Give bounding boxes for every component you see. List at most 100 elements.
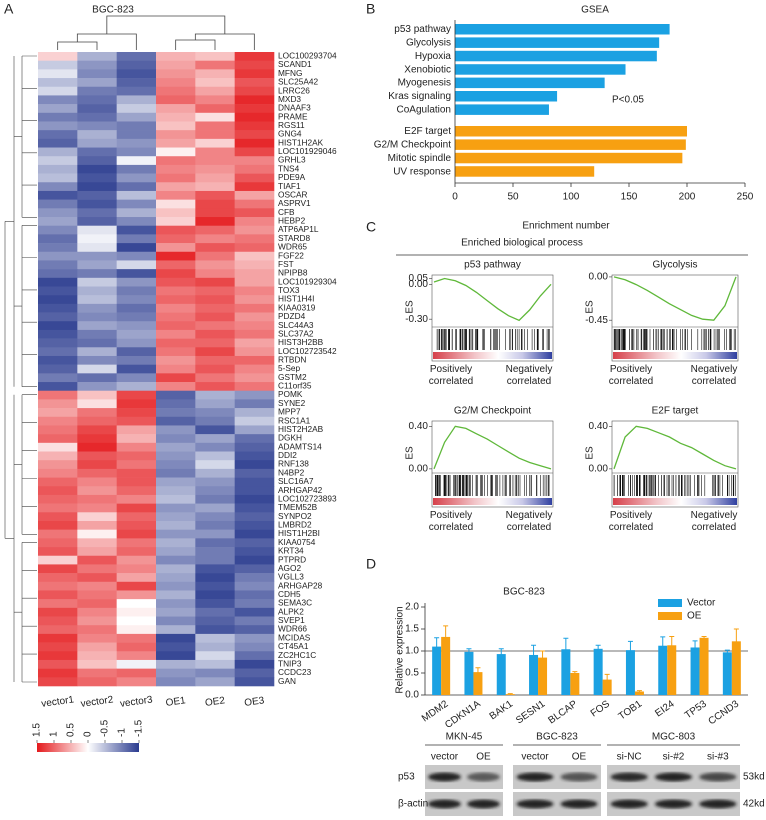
heatmap-cell [234,121,275,131]
y-tick-label: -0.30 [405,314,428,325]
heatmap-cell [195,547,235,557]
x-tick-label: 50 [507,192,519,203]
heatmap-cell [77,286,117,296]
x-tick-label: BLCAP [546,698,579,726]
heatmap-cell [234,503,275,513]
heatmap-cell [38,633,78,643]
heatmap-cell [195,303,235,313]
row-label: LOC101929046 [278,146,337,156]
heatmap-cell [116,616,157,626]
colorbar-tick-label: 0.5 [66,723,77,737]
heatmap-cell [234,564,275,574]
bar [570,673,580,695]
y-axis-label: Relative expression [395,606,406,693]
heatmap-cell [156,408,196,418]
heatmap-cell [156,555,196,565]
heatmap-cell [38,173,78,183]
heatmap-cell [77,199,117,209]
heatmap-cell [38,138,78,148]
heatmap-cell [156,573,196,583]
axis-end-label: Positively correlated [608,510,654,533]
row-label: PTPRD [278,554,306,564]
heatmap-cell [195,399,235,409]
heatmap-title: BGC-823 [92,5,134,16]
hit-barcode [435,475,550,496]
lane-label: si-#3 [707,752,729,763]
error-bar [724,649,730,655]
row-label: GSTM2 [278,372,307,382]
heatmap-cell [156,442,196,452]
heatmap-cell [156,147,196,157]
heatmap-cell [116,494,157,504]
heatmap-cell [156,156,196,166]
heatmap-cell [116,104,157,114]
heatmap-cell [156,434,196,444]
x-tick-label: 0 [452,192,458,203]
row-label: LOC101929304 [278,276,337,286]
row-label: GNG4 [278,129,302,139]
heatmap-cell [195,460,235,470]
heatmap-cell [38,442,78,452]
rank-strip [613,498,737,505]
enrichment-curve [613,425,737,470]
heatmap-cell [116,529,157,539]
heatmap-cell [195,52,235,61]
row-label: LRRC26 [278,85,310,95]
x-tick-label: BAK1 [488,698,516,722]
heatmap-cell [38,581,78,591]
heatmap-cell [195,60,235,70]
colorbar-tick-label: 1.5 [32,723,43,737]
heatmap-cell [116,329,157,339]
heatmap-cell [156,512,196,522]
heatmap-cell [77,564,117,574]
row-label: HIST1H4I [278,294,314,304]
bar [561,649,571,695]
heatmap-cell [195,321,235,331]
heatmap-cell [234,468,275,478]
heatmap-cell [38,234,78,244]
heatmap-cell [195,642,235,652]
heatmap-cell [116,234,157,244]
heatmap-cell [116,321,157,331]
blot-band [699,772,737,782]
row-label: PRAME [278,111,308,121]
row-label: KIAA0754 [278,537,316,547]
heatmap-cell [156,251,196,261]
y-tick-label: 0.0 [405,690,419,701]
colorbar-tick-label: -0.5 [100,719,111,737]
blot-band [428,772,461,782]
heatmap-cell [116,573,157,583]
heatmap-cell [156,373,196,383]
row-label: SLC44A3 [278,320,314,330]
heatmap-cell [38,104,78,114]
heatmap-cell [116,677,157,687]
y-axis-label: ES [585,446,596,460]
blot-band [560,799,598,809]
wrapped-label-box: Positively correlated [429,510,473,533]
colorbar [37,743,139,752]
heatmap-cell [234,573,275,583]
heatmap-cell [156,112,196,122]
heatmap-cell [38,269,78,279]
heatmap-cell [77,677,117,687]
row-label: ARHGAP28 [278,580,323,590]
heatmap-cell [234,408,275,418]
error-bar [669,635,675,655]
heatmap-cell [195,277,235,287]
heatmap-cell [156,590,196,600]
heatmap-cell [38,60,78,70]
error-bar [701,635,707,640]
heatmap-cell [38,434,78,444]
heatmap-cell [116,451,157,461]
legend-label: Vector [687,598,716,609]
heatmap-cell [156,269,196,279]
bar [455,37,660,48]
error-bar [498,648,504,660]
heatmap-cell [116,382,157,392]
y-tick-label: 0.00 [409,464,429,475]
y-axis-label: ES [585,300,596,314]
heatmap-cell [156,104,196,114]
heatmap-cell [195,182,235,192]
axis-end-label: Positively correlated [608,364,654,387]
heatmap-cell [156,182,196,192]
